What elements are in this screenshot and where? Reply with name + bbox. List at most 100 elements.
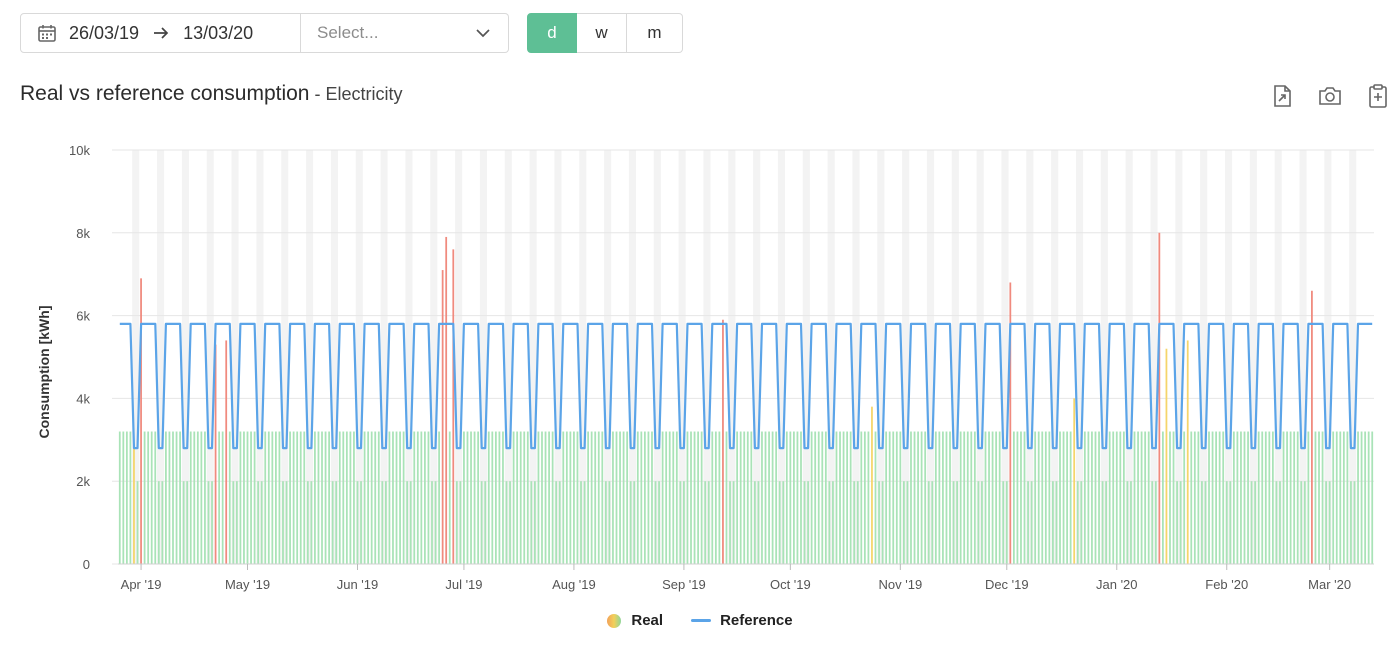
real-bar [856, 481, 859, 564]
real-bar [179, 431, 181, 564]
real-bar [1303, 481, 1306, 564]
real-bar [1098, 431, 1100, 564]
real-bar [1215, 431, 1217, 564]
real-bar [186, 481, 189, 564]
real-bar [388, 431, 391, 564]
real-bar [505, 481, 508, 564]
real-bar [881, 481, 884, 564]
real-bar [590, 431, 593, 564]
real-bar [711, 431, 714, 564]
real-bar [1186, 340, 1189, 564]
real-bar [1325, 481, 1327, 564]
real-bar [1076, 481, 1079, 564]
granularity-month-button[interactable]: m [627, 13, 683, 53]
real-bar [651, 431, 653, 564]
real-bar [1023, 431, 1026, 564]
real-bar [275, 431, 277, 564]
real-bar [424, 431, 426, 564]
weekend-band [579, 150, 587, 564]
real-bar [981, 481, 983, 564]
weekend-band [1075, 150, 1084, 564]
real-bar [753, 481, 756, 564]
real-bar [338, 431, 341, 564]
legend-item-real[interactable]: Real [607, 612, 663, 629]
weekend-band [1125, 150, 1133, 564]
real-bar [984, 431, 987, 564]
granularity-day-button[interactable]: d [527, 13, 577, 53]
weekend-band [132, 150, 140, 564]
weekend-band [1224, 150, 1233, 564]
real-bar [172, 431, 174, 564]
real-bar [477, 431, 480, 564]
real-bar [1225, 481, 1228, 564]
real-bar [913, 431, 916, 564]
real-bar [1059, 431, 1061, 564]
real-bar [1353, 481, 1356, 564]
x-tick-label: Jan '20 [1096, 577, 1138, 592]
real-bar [1027, 481, 1029, 564]
real-bar [973, 431, 976, 564]
real-bar [988, 431, 990, 564]
real-bar [789, 431, 792, 564]
real-bar [1066, 431, 1068, 564]
clipboard-icon[interactable] [1366, 84, 1390, 108]
real-bar [1115, 431, 1118, 564]
real-bar [998, 431, 1001, 564]
real-bar [1193, 431, 1196, 564]
y-tick-label: 4k [76, 391, 90, 406]
real-bar [576, 431, 579, 564]
real-bar [1314, 431, 1317, 564]
real-bar [1240, 431, 1242, 564]
date-from[interactable]: 26/03/19 [69, 22, 140, 43]
real-bar [842, 431, 845, 564]
real-bar [1286, 431, 1288, 564]
real-bar [1247, 431, 1249, 564]
real-bar [757, 481, 760, 564]
real-bar [413, 431, 416, 564]
real-bar [541, 431, 543, 564]
granularity-week-button[interactable]: w [577, 13, 627, 53]
real-bar [601, 431, 604, 564]
real-bar [431, 481, 433, 564]
real-bar [1183, 431, 1186, 564]
real-bar [228, 431, 231, 564]
chart-title-sub: Electricity [325, 84, 403, 104]
real-bar [1222, 431, 1225, 564]
y-tick-label: 8k [76, 226, 90, 241]
real-bar [1105, 481, 1108, 564]
real-bar [285, 481, 288, 564]
real-bar [679, 481, 682, 564]
weekend-band [1200, 150, 1208, 564]
real-bar [225, 340, 228, 564]
real-bar [509, 481, 511, 564]
real-bar [207, 481, 210, 564]
legend-item-reference[interactable]: Reference [691, 612, 793, 629]
real-bar [871, 406, 873, 564]
real-bar [565, 431, 568, 564]
real-bar [732, 481, 735, 564]
real-bar [1296, 431, 1299, 564]
weekend-band [231, 150, 239, 564]
real-bar [970, 431, 973, 564]
weekend-band [926, 150, 935, 564]
export-icon[interactable] [1270, 84, 1294, 108]
real-bar [640, 431, 643, 564]
real-bar [1048, 431, 1051, 564]
date-range-picker[interactable]: 26/03/19 13/03/20 [20, 13, 301, 53]
weekend-band [256, 150, 264, 564]
date-to[interactable]: 13/03/20 [183, 22, 254, 43]
real-bar [1069, 431, 1072, 564]
real-bar [1073, 398, 1076, 564]
real-bar [1335, 431, 1338, 564]
real-bar [785, 431, 788, 564]
real-bar [604, 481, 607, 564]
real-bar [608, 481, 611, 564]
meter-select[interactable]: Select... [301, 13, 509, 53]
real-bar [942, 431, 944, 564]
real-bar [480, 481, 483, 564]
real-bar [1137, 431, 1139, 564]
real-bar [1268, 431, 1271, 564]
real-bar [927, 481, 930, 564]
real-bar [895, 431, 898, 564]
camera-icon[interactable] [1318, 84, 1342, 108]
